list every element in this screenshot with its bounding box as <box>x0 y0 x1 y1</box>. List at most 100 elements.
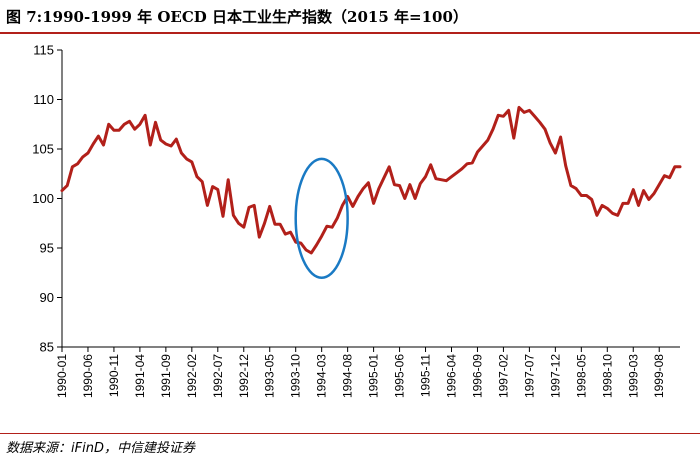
data-point <box>273 223 276 226</box>
data-point <box>424 175 427 178</box>
data-point <box>222 215 225 218</box>
data-point <box>268 205 271 208</box>
y-tick-label: 95 <box>40 241 54 256</box>
highlight-ellipse <box>294 157 349 279</box>
data-point <box>595 214 598 217</box>
x-tick-label: 1999-08 <box>652 354 666 398</box>
data-point <box>190 160 193 163</box>
data-point <box>575 187 578 190</box>
data-point <box>92 143 95 146</box>
data-point <box>159 139 162 142</box>
data-point <box>258 236 261 239</box>
x-tick-label: 1995-06 <box>393 354 407 398</box>
data-point <box>237 222 240 225</box>
data-point <box>601 204 604 207</box>
data-point <box>419 182 422 185</box>
chart-title: 图 7:1990-1999 年 OECD 日本工业生产指数（2015 年=100… <box>6 8 468 26</box>
y-tick-label: 85 <box>40 340 54 355</box>
x-tick-label: 1996-04 <box>444 354 458 398</box>
data-point <box>149 144 152 147</box>
x-tick-label: 1997-02 <box>496 354 510 398</box>
line-chart: 85 90 95 100 105 110 115 1990-01 1990-06 1990-11… <box>32 43 682 398</box>
x-tick-label: 1990-06 <box>81 354 95 398</box>
y-tick-label: 100 <box>32 191 54 206</box>
title-divider <box>0 32 700 34</box>
data-point <box>357 195 360 198</box>
x-tick-label: 1992-12 <box>237 354 251 398</box>
data-point <box>507 109 510 112</box>
x-tick-label: 1994-03 <box>315 354 329 398</box>
data-point <box>445 179 448 182</box>
y-tick-label: 105 <box>32 142 54 157</box>
data-point <box>637 204 640 207</box>
highlight-layer <box>294 157 349 279</box>
data-point <box>647 198 650 201</box>
data-point <box>144 114 147 117</box>
data-point <box>107 123 110 126</box>
data-point <box>310 251 313 254</box>
y-tick-label: 110 <box>33 92 54 107</box>
data-point <box>81 155 84 158</box>
data-point <box>554 152 557 155</box>
x-tick-label: 1992-02 <box>185 354 199 398</box>
data-point <box>580 194 583 197</box>
x-tick-label: 1993-05 <box>263 354 277 398</box>
data-point <box>196 175 199 178</box>
data-point <box>102 144 105 147</box>
data-point <box>216 188 219 191</box>
x-tick-label: 1996-09 <box>470 354 484 398</box>
data-point <box>460 167 463 170</box>
data-point <box>616 214 619 217</box>
data-point <box>299 242 302 245</box>
data-point <box>455 171 458 174</box>
data-point <box>201 180 204 183</box>
data-point <box>118 129 121 132</box>
data-point <box>320 235 323 238</box>
x-tick-label: 1999-03 <box>626 354 640 398</box>
data-point <box>279 223 282 226</box>
y-axis: 85 90 95 100 105 110 115 <box>32 43 63 355</box>
data-point <box>403 197 406 200</box>
data-point <box>180 152 183 155</box>
data-point <box>133 128 136 131</box>
data-point <box>248 206 251 209</box>
data-point <box>408 183 411 186</box>
data-point <box>175 138 178 141</box>
data-point <box>138 123 141 126</box>
x-tick-label: 1990-01 <box>55 354 69 398</box>
data-point <box>621 202 624 205</box>
data-point <box>71 165 74 168</box>
data-point <box>606 207 609 210</box>
data-point <box>61 189 64 192</box>
x-tick-label: 1997-12 <box>548 354 562 398</box>
data-point <box>585 194 588 197</box>
x-tick-label: 1998-10 <box>600 354 614 398</box>
x-tick-label: 1990-11 <box>107 354 121 397</box>
data-point <box>315 244 318 247</box>
x-tick-label: 1991-04 <box>133 354 147 398</box>
data-point <box>642 189 645 192</box>
data-point <box>673 165 676 168</box>
data-point <box>481 145 484 148</box>
data-point <box>128 120 131 123</box>
data-point <box>533 115 536 118</box>
data-point <box>66 184 69 187</box>
x-axis: 1990-01 1990-06 1990-11 1991-04 1991-09 1992-… <box>55 346 680 398</box>
data-point <box>559 136 562 139</box>
data-point <box>263 222 266 225</box>
data-point <box>502 115 505 118</box>
data-point <box>611 212 614 215</box>
data-point <box>367 181 370 184</box>
data-point <box>206 204 209 207</box>
x-tick-label: 1993-10 <box>289 354 303 398</box>
data-point <box>253 204 256 207</box>
data-point <box>414 197 417 200</box>
data-point <box>528 109 531 112</box>
data-point <box>590 198 593 201</box>
data-point <box>336 217 339 220</box>
x-tick-label: 1995-01 <box>367 354 381 398</box>
series-layer <box>60 105 682 255</box>
data-point <box>97 135 100 138</box>
data-point <box>211 185 214 188</box>
data-point <box>486 139 489 142</box>
